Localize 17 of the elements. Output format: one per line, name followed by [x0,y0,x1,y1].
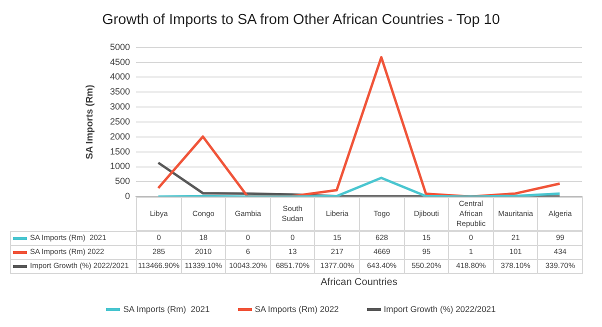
y-tick-label: 2000 [110,131,130,142]
y-tick-label: 2500 [110,116,130,126]
y-tick-label: 5000 [110,42,130,52]
y-tick-label: 1500 [110,146,130,156]
text: Import Growth (%) 2022/2021 [384,304,496,314]
y-tick-label: 4500 [110,56,130,67]
x-axis-title: African Countries [320,276,398,288]
y-tick-label: 500 [114,176,130,186]
y-tick-label: 4000 [110,72,130,82]
y-tick-label: 3000 [110,102,130,112]
y-axis-title: SA Imports (Rm) [84,84,96,160]
y-tick-label: 0 [124,191,130,202]
y-tick-label: 1000 [110,161,130,172]
chart-title: Growth of Imports to SA from Other African Countries - Top 10 [101,12,501,28]
y-tick-label: 3500 [110,86,130,97]
text: SA Imports (Rm) 2021 [123,304,210,314]
text: SA Imports (Rm) 2022 [254,304,339,314]
